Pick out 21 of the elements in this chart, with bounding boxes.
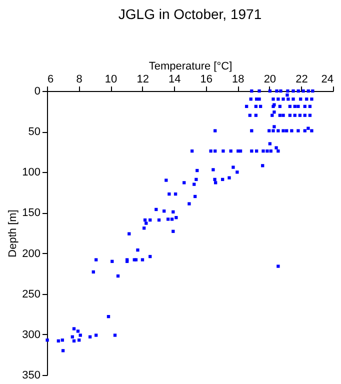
- x-tick-label: 18: [232, 74, 244, 86]
- x-tick-label: 20: [264, 74, 276, 86]
- y-tick-label: 350: [22, 370, 40, 382]
- y-tick-label: 0: [34, 86, 40, 98]
- x-tick-label: 24: [321, 74, 334, 86]
- x-tick-label: 10: [104, 74, 118, 86]
- y-tick-label: 50: [28, 126, 40, 138]
- x-tick-label: 22: [296, 74, 308, 86]
- x-axis-title: Temperature [°C]: [148, 60, 232, 72]
- x-tick-label: 12: [136, 74, 149, 86]
- x-tick-label: 14: [168, 74, 181, 86]
- y-tick-label: 150: [22, 207, 40, 220]
- y-axis-title: Depth [m]: [7, 210, 20, 258]
- x-tick-label: 6: [48, 74, 54, 86]
- y-tick-label: 200: [22, 248, 40, 260]
- y-tick-label: 100: [22, 166, 40, 179]
- y-tick-label: 250: [22, 288, 40, 300]
- x-tick-label: 8: [76, 74, 82, 86]
- chart-title: JGLG in October, 1971: [118, 6, 262, 22]
- x-tick-label: 16: [200, 74, 213, 86]
- y-tick-label: 300: [22, 328, 40, 341]
